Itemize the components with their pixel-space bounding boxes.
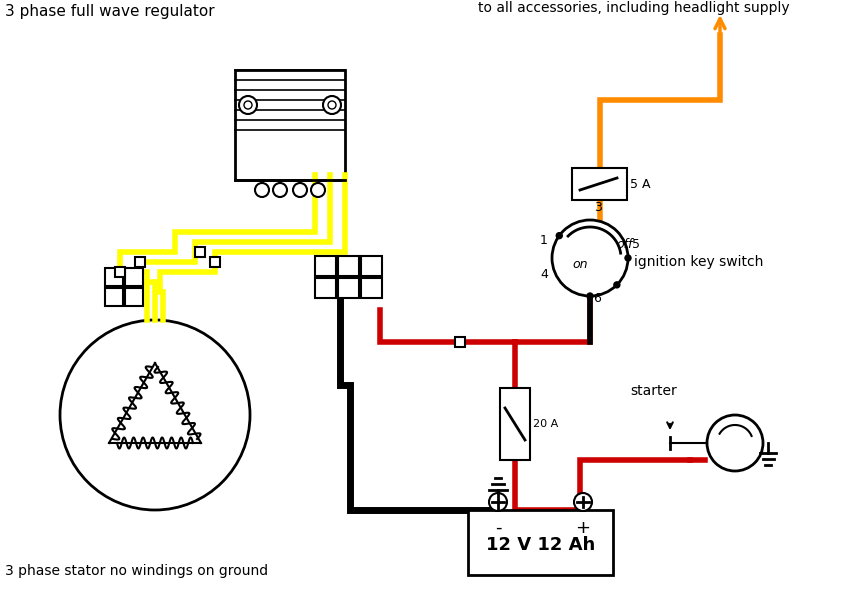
Circle shape — [587, 293, 593, 299]
Text: 3: 3 — [594, 201, 602, 214]
Bar — [235, 70, 345, 180]
Circle shape — [323, 96, 341, 114]
Bar — [338, 256, 359, 276]
Bar — [315, 256, 336, 276]
Circle shape — [273, 183, 287, 197]
Text: 6: 6 — [593, 292, 601, 305]
Bar — [361, 256, 382, 276]
Text: 12 V 12 Ah: 12 V 12 Ah — [486, 536, 595, 555]
Circle shape — [557, 233, 563, 239]
Circle shape — [614, 282, 620, 288]
Bar — [455, 337, 465, 347]
Circle shape — [255, 183, 269, 197]
Circle shape — [489, 493, 507, 511]
Circle shape — [311, 183, 325, 197]
Bar — [572, 168, 627, 200]
Bar — [105, 268, 123, 286]
Circle shape — [244, 101, 252, 109]
Bar — [195, 247, 205, 257]
Text: on: on — [572, 258, 588, 271]
Text: 4: 4 — [540, 268, 548, 281]
Bar — [135, 257, 145, 267]
Circle shape — [239, 96, 257, 114]
Text: 3 phase stator no windings on ground: 3 phase stator no windings on ground — [5, 564, 268, 578]
Text: 1: 1 — [540, 234, 548, 247]
Circle shape — [707, 415, 763, 471]
Circle shape — [574, 493, 592, 511]
Circle shape — [328, 101, 336, 109]
Text: starter: starter — [630, 384, 677, 398]
Bar — [500, 388, 530, 460]
Bar — [125, 268, 143, 286]
Bar — [361, 278, 382, 298]
Text: -: - — [495, 519, 501, 537]
Text: 20 A: 20 A — [533, 419, 558, 429]
Text: off: off — [616, 238, 632, 251]
Text: 5 A: 5 A — [630, 178, 650, 191]
Circle shape — [625, 255, 631, 261]
Bar — [125, 288, 143, 306]
Bar — [210, 257, 220, 267]
Bar — [468, 510, 613, 575]
Text: 5: 5 — [632, 238, 640, 251]
Circle shape — [552, 220, 628, 296]
Bar — [115, 267, 125, 277]
Text: 3 phase full wave regulator: 3 phase full wave regulator — [5, 4, 215, 19]
Bar — [105, 288, 123, 306]
Bar — [315, 278, 336, 298]
Circle shape — [293, 183, 307, 197]
Text: +: + — [576, 519, 590, 537]
Text: ignition key switch: ignition key switch — [634, 255, 763, 269]
Bar — [338, 278, 359, 298]
Circle shape — [60, 320, 250, 510]
Text: to all accessories, including headlight supply: to all accessories, including headlight … — [478, 1, 790, 15]
